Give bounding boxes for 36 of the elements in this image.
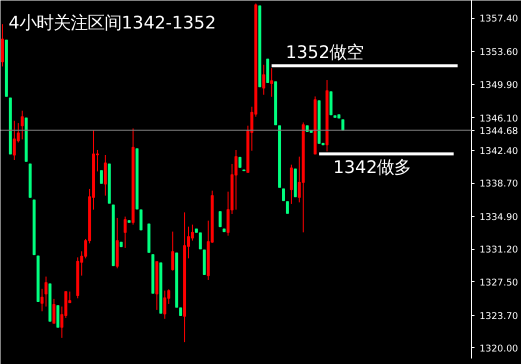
candlestick [12, 120, 16, 161]
candlestick [286, 201, 289, 214]
candlestick [234, 149, 238, 210]
candlestick [20, 110, 24, 140]
y-tick-label: 1327.50 [480, 277, 518, 288]
candlestick [290, 164, 293, 204]
y-tick-label: 1338.70 [480, 178, 518, 190]
ref-line-label: 1344.68 [480, 126, 518, 137]
y-tick-label: 1357.40 [480, 14, 518, 25]
candlestick [282, 188, 285, 202]
series-label: 1342做多 [333, 158, 412, 178]
series-label: 1352做空 [286, 42, 364, 63]
y-tick-label: 1331.20 [480, 244, 518, 256]
y-tick-label: 1342.40 [480, 146, 518, 157]
candlestick [238, 156, 242, 168]
y-tick-label: 1323.70 [480, 310, 518, 322]
y-tick-label: 1353.60 [480, 47, 518, 58]
candlestick [270, 68, 274, 98]
candlestick [100, 170, 103, 184]
y-tick-label: 1320.00 [480, 343, 518, 354]
candlestick [40, 288, 44, 312]
y-tick-label: 1349.90 [480, 80, 518, 91]
candlestick [198, 232, 202, 250]
y-tick-label: 1346.10 [480, 113, 518, 124]
candlestick [262, 64, 266, 96]
candlestick [266, 58, 270, 84]
candlestick [56, 305, 60, 328]
candlestick [124, 216, 127, 248]
candlestick [44, 276, 48, 308]
candlestick [104, 154, 107, 196]
candlestick [52, 298, 56, 324]
candlestick [0, 24, 4, 67]
candlestick [218, 211, 222, 228]
candlestick [171, 231, 174, 272]
text: 4小时关注区间1342-1352 [8, 14, 216, 34]
y-tick-label: 1334.90 [480, 212, 518, 224]
